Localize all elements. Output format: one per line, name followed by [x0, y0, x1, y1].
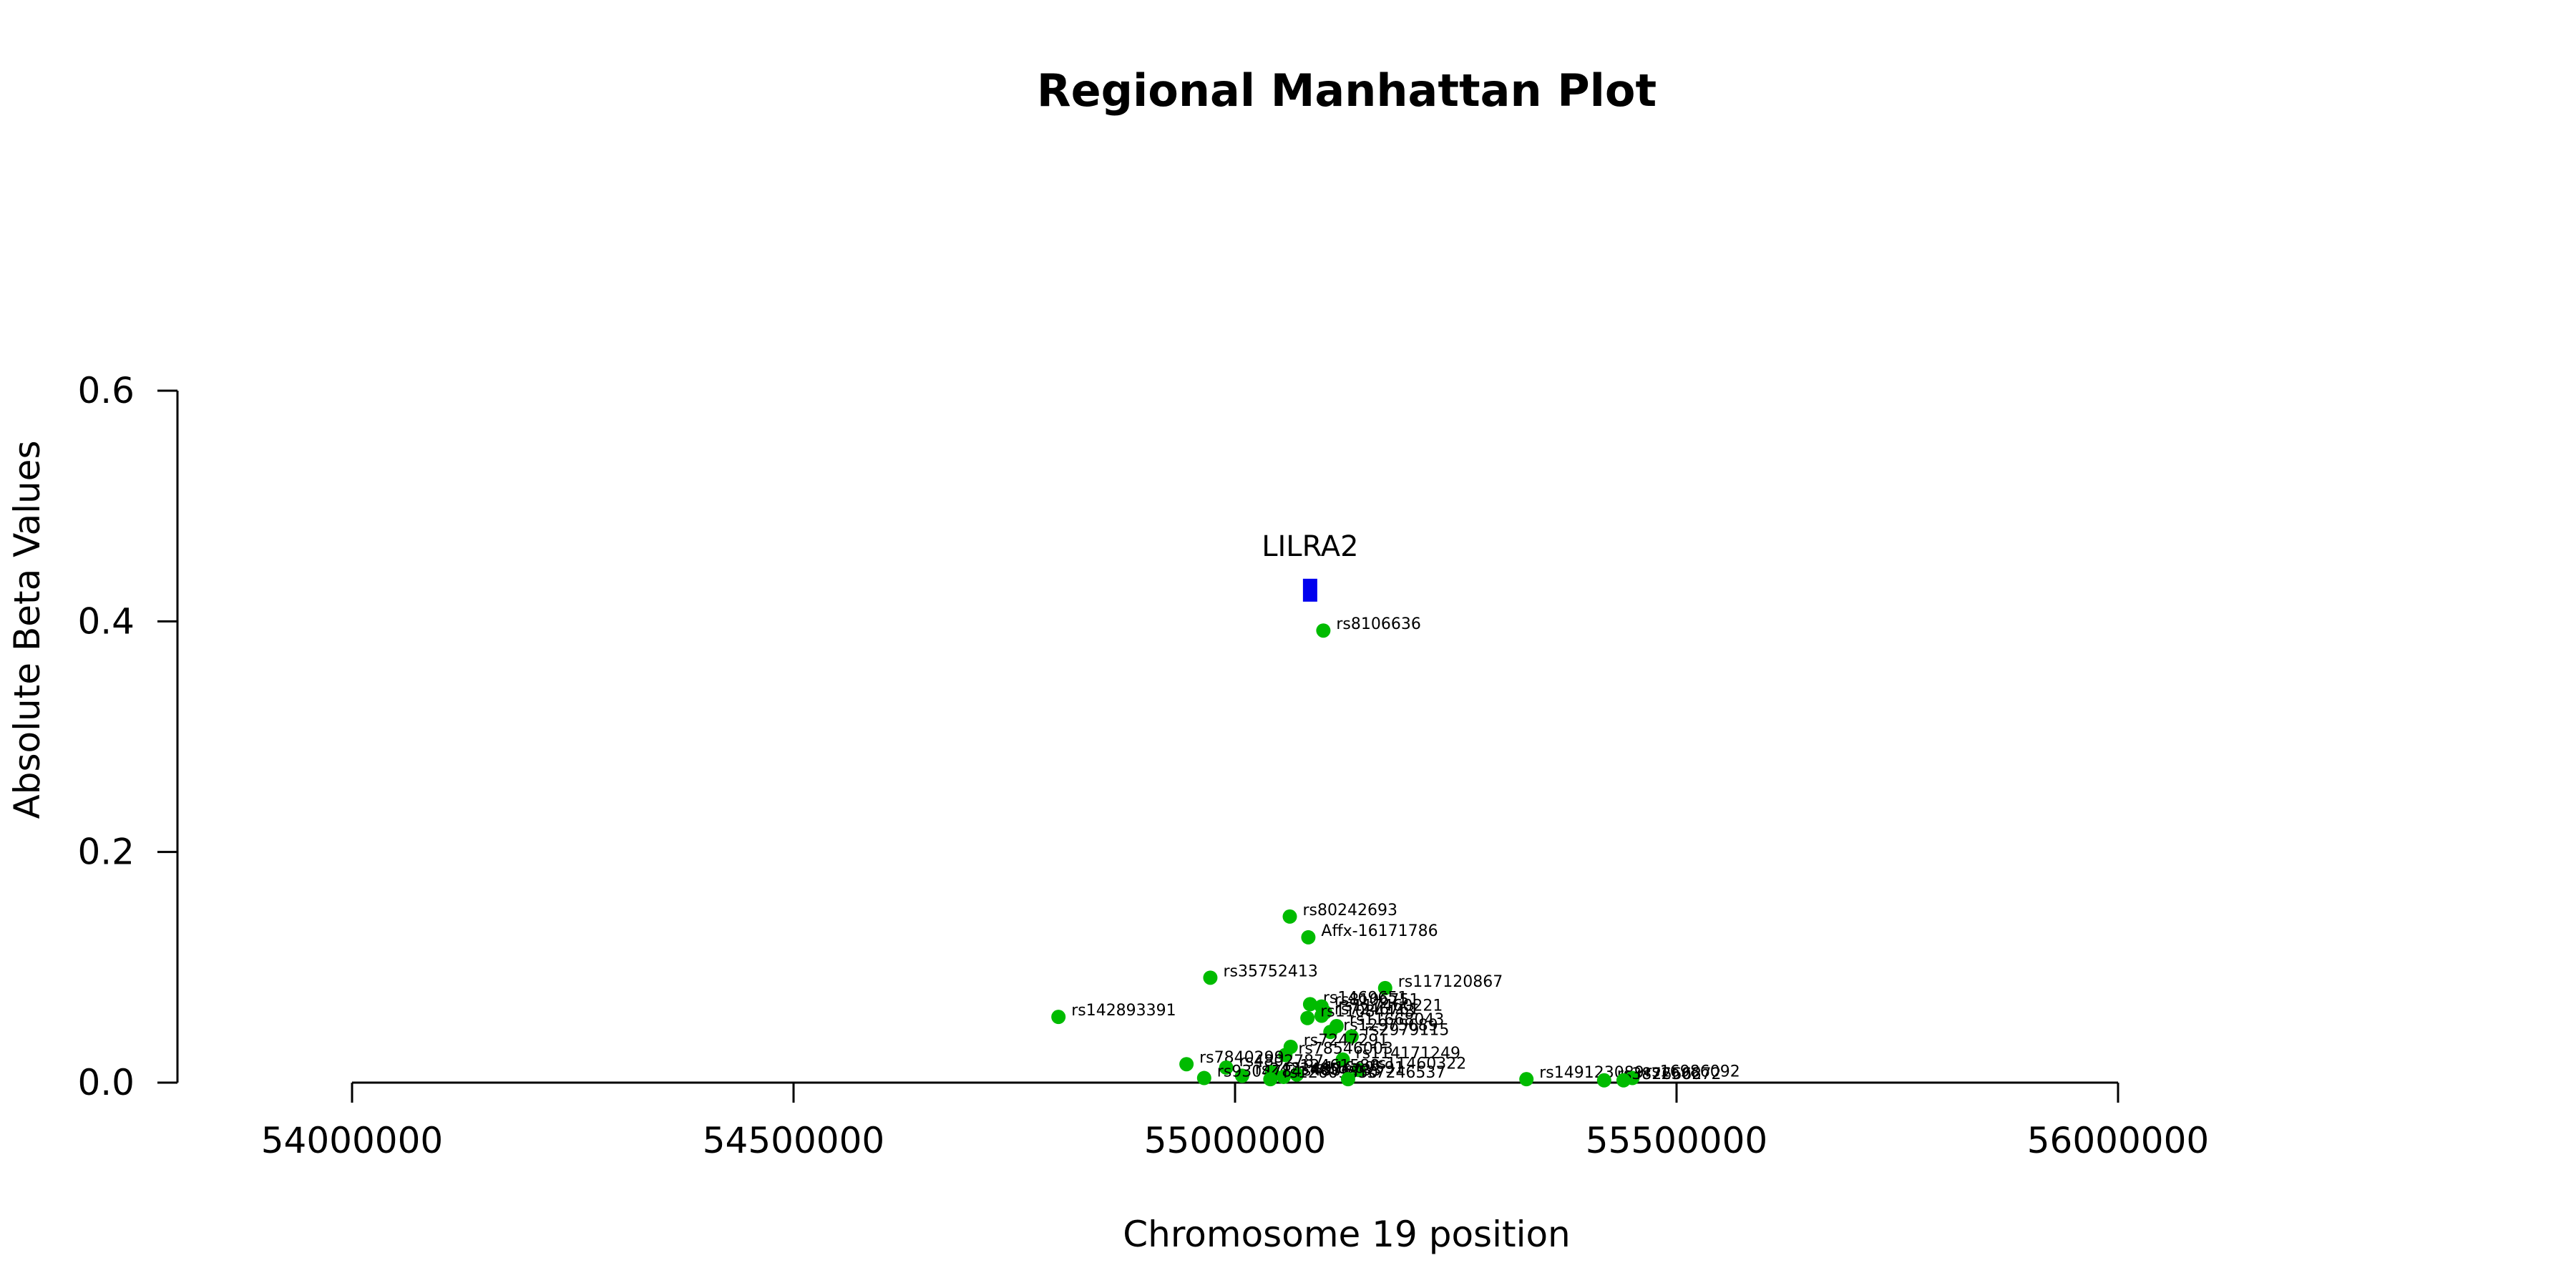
snp-point	[1300, 1010, 1315, 1025]
snp-label: rs9304784	[1217, 1063, 1302, 1081]
x-tick-label: 54000000	[261, 1120, 444, 1161]
snp-point	[1263, 1072, 1278, 1087]
snp-point	[1302, 997, 1317, 1012]
snp-point	[1051, 1010, 1066, 1025]
snp-label: rs16986092	[1645, 1063, 1740, 1081]
snp-label: rs12975689	[1343, 1017, 1438, 1035]
snp-label: rs1469651	[1323, 989, 1408, 1007]
snp-label: rs114171249	[1356, 1045, 1460, 1063]
snp-label: rs12609850	[1283, 1064, 1377, 1082]
x-axis: 54000000 54500000 55000000 55500000 56000000	[261, 1081, 2210, 1161]
snp-label: rs4806733	[1297, 1062, 1382, 1080]
snp-label: rs11668043	[1350, 1011, 1444, 1029]
snp-point	[1344, 1029, 1359, 1044]
snp-label: rs7250672	[1636, 1065, 1722, 1083]
snp-point	[1234, 1068, 1249, 1083]
snp-points: rs8106636 rs80242693 Affx-16171786 rs357524…	[1051, 615, 1740, 1088]
y-tick-label: 0.6	[77, 370, 135, 411]
snp-point	[1276, 1069, 1291, 1084]
snp-label: rs11460322	[1372, 1055, 1466, 1073]
snp-point	[1301, 930, 1316, 945]
y-axis: 0.0 0.2 0.4 0.6	[77, 370, 179, 1103]
snp-label: rs8106751	[1335, 992, 1420, 1010]
x-axis-label: Chromosome 19 position	[1123, 1214, 1571, 1255]
snp-label: rs7246761	[1335, 1001, 1420, 1019]
x-tick-label: 54500000	[703, 1120, 885, 1161]
snp-label: rs142893391	[1071, 1002, 1176, 1020]
snp-point	[1278, 1048, 1293, 1063]
gene-marker	[1302, 578, 1317, 602]
gene-label: LILRA2	[1262, 530, 1358, 563]
snp-point	[1196, 1070, 1211, 1085]
snp-label: Affx-16171786	[1321, 922, 1438, 940]
snp-label: rs117120867	[1398, 973, 1503, 991]
x-tick-label: 56000000	[2027, 1120, 2210, 1161]
snp-point	[1316, 623, 1331, 638]
snp-point	[1282, 909, 1297, 924]
snp-point	[1219, 1060, 1234, 1075]
x-tick-label: 55000000	[1144, 1120, 1327, 1161]
snp-label: rs3826662	[1617, 1065, 1702, 1083]
snp-label: rs80242693	[1303, 902, 1397, 919]
gene-annotation: LILRA2	[1262, 530, 1359, 602]
snp-point	[1351, 1063, 1366, 1078]
snp-point	[1377, 980, 1392, 995]
snp-label: rs7840299	[1199, 1049, 1284, 1067]
y-tick-label: 0.4	[77, 600, 135, 642]
y-tick-label: 0.0	[77, 1062, 135, 1103]
snp-label: rs7247291	[1304, 1032, 1389, 1050]
snp-label: rs35752413	[1223, 962, 1317, 980]
snp-label: rs7246537	[1361, 1064, 1446, 1082]
snp-point	[1616, 1073, 1631, 1088]
x-tick-label: 55500000	[1586, 1120, 1768, 1161]
snp-point	[1179, 1057, 1194, 1072]
snp-label: rs2979115	[1365, 1022, 1450, 1040]
snp-label: rs11084443	[1320, 1003, 1415, 1021]
snp-point	[1519, 1072, 1534, 1087]
snp-point	[1340, 1072, 1355, 1087]
y-axis-label: Absolute Beta Values	[6, 441, 48, 819]
snp-point	[1323, 1025, 1338, 1040]
snp-label: rs8106636	[1336, 615, 1421, 633]
snp-label: rs11669591	[1309, 1060, 1404, 1078]
snp-point	[1335, 1052, 1350, 1067]
snp-label: rs117460221	[1338, 997, 1443, 1015]
y-tick-label: 0.2	[77, 831, 135, 873]
snp-label: rs4802787	[1239, 1053, 1324, 1070]
snp-point	[1314, 1008, 1329, 1023]
snp-point	[1596, 1073, 1611, 1088]
chart-title: Regional Manhattan Plot	[1037, 64, 1657, 117]
snp-point	[1203, 970, 1218, 985]
snp-point	[1289, 1067, 1304, 1082]
